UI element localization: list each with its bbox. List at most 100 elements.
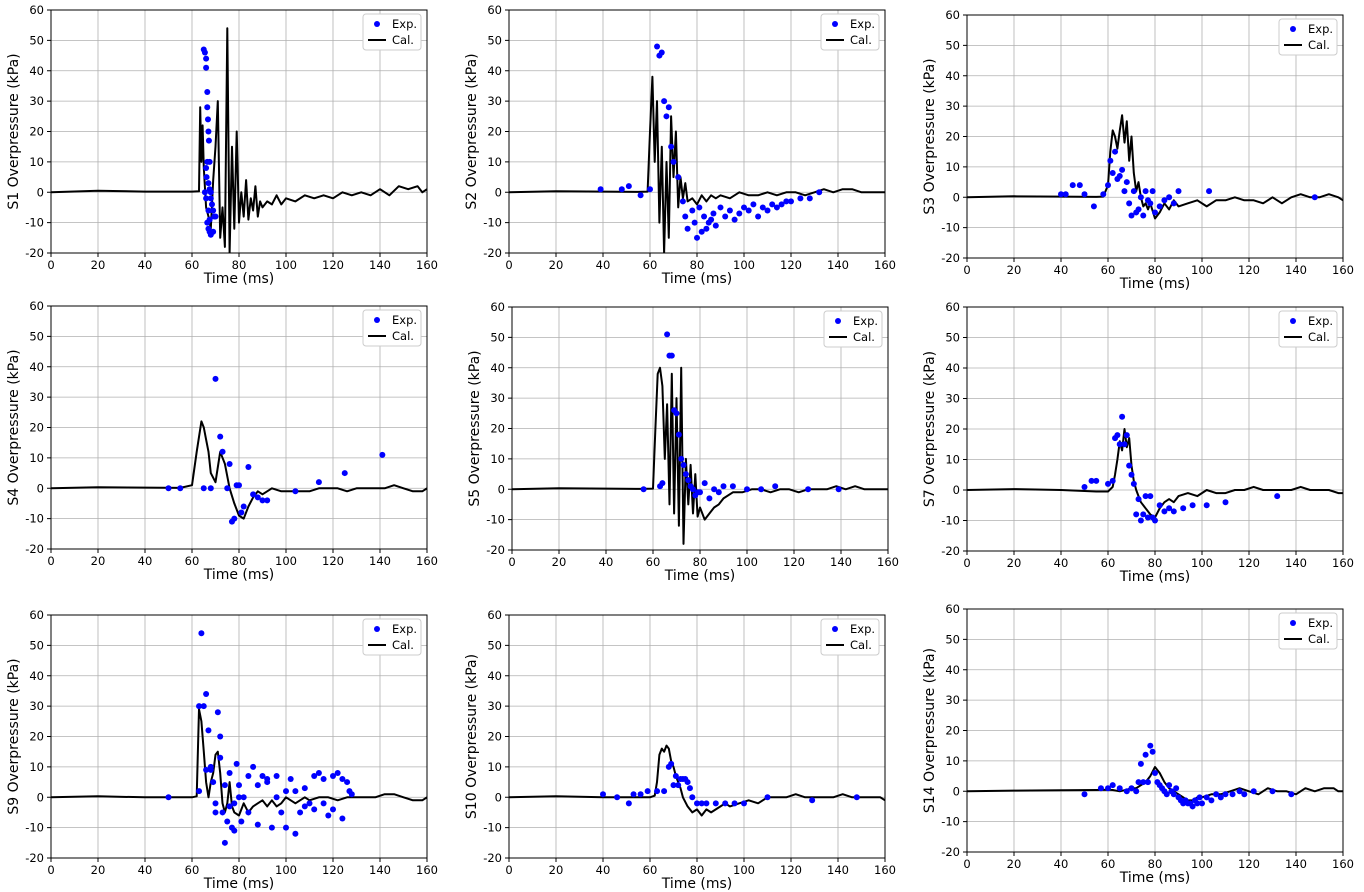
exp-data-point: [200, 485, 207, 492]
exp-data-point: [679, 198, 686, 205]
x-tick-label: 100: [733, 863, 755, 877]
y-axis-label: S3 Overpressure (kPa): [922, 58, 938, 214]
exp-data-point: [758, 486, 765, 493]
y-tick-label: 50: [29, 638, 44, 652]
exp-data-point: [203, 766, 210, 773]
exp-data-point: [1128, 212, 1135, 219]
exp-data-point: [217, 433, 224, 440]
exp-data-point: [1069, 182, 1076, 189]
y-tick-label: 50: [945, 331, 960, 345]
exp-data-point: [236, 794, 242, 801]
exp-data-point: [1128, 785, 1135, 792]
exp-data-point: [203, 64, 210, 71]
exp-data-point: [1142, 188, 1149, 195]
exp-data-point: [292, 788, 299, 795]
x-tick-label: 0: [963, 857, 970, 871]
exp-data-point: [1147, 493, 1154, 500]
legend: Exp. Cal.: [362, 309, 422, 347]
exp-data-point: [1147, 200, 1154, 207]
exp-data-point: [745, 207, 752, 214]
exp-data-point: [1166, 194, 1173, 201]
exp-data-point: [764, 207, 771, 214]
exp-data-point: [1203, 794, 1210, 801]
x-tick-label: 80: [690, 258, 705, 272]
exp-data-point: [1116, 785, 1123, 792]
x-tick-label: 60: [1101, 263, 1116, 277]
exp-data-point: [203, 55, 210, 62]
y-tick-label: 20: [945, 724, 960, 738]
exp-data-point: [1105, 182, 1111, 189]
exp-data-point: [1269, 788, 1276, 795]
exp-data-point: [685, 477, 692, 484]
exp-data-point: [1081, 191, 1088, 198]
x-axis-label: Time (ms): [661, 271, 733, 287]
y-tick-label: 0: [37, 481, 44, 495]
exp-data-point: [1206, 188, 1213, 195]
y-tick-label: 40: [945, 69, 960, 83]
exp-data-point: [1194, 800, 1201, 807]
x-tick-label: 20: [1007, 556, 1022, 570]
exp-data-point: [720, 483, 727, 490]
legend-cal-label: Cal.: [1308, 330, 1330, 344]
exp-data-point: [1121, 188, 1128, 195]
exp-data-point: [1156, 203, 1163, 210]
exp-data-point: [1288, 791, 1295, 798]
exp-data-point: [231, 515, 238, 522]
y-tick-label: 10: [29, 155, 44, 169]
exp-data-point: [703, 225, 710, 232]
exp-data-point: [325, 812, 332, 819]
x-tick-label: 160: [877, 555, 899, 569]
exp-data-point: [625, 800, 632, 807]
exp-data-point: [315, 769, 322, 776]
x-tick-label: 80: [232, 258, 247, 272]
y-tick-label: 0: [495, 790, 502, 804]
exp-data-point: [1109, 782, 1116, 789]
y-tick-label: -20: [25, 851, 44, 865]
x-tick-label: 20: [549, 863, 564, 877]
exp-data-point: [1161, 197, 1168, 204]
exp-data-point: [1133, 788, 1140, 795]
legend-exp-marker: [1290, 620, 1296, 626]
exp-data-point: [1135, 496, 1142, 503]
y-tick-label: 40: [487, 669, 502, 683]
legend-exp-marker: [832, 21, 838, 27]
exp-data-point: [1126, 200, 1133, 207]
exp-data-point: [1116, 441, 1123, 448]
exp-data-point: [731, 800, 738, 807]
legend: Exp. Cal.: [362, 618, 422, 656]
exp-data-point: [1170, 791, 1177, 798]
chart-panel-7: 0 20 40 60 80 100 120 140 160 -20 -10 0 10 20 30 40 50 60…: [6, 608, 438, 892]
exp-data-point: [212, 213, 219, 220]
exp-data-point: [1123, 179, 1130, 186]
legend: Exp. Cal.: [820, 618, 880, 656]
y-axis-label: S14 Overpressure (kPa): [922, 648, 938, 813]
legend-cal-label: Cal.: [853, 330, 875, 344]
y-tick-label: 50: [487, 638, 502, 652]
exp-data-point: [637, 791, 644, 798]
y-tick-label: 10: [490, 452, 505, 466]
exp-data-point: [203, 164, 210, 171]
exp-data-point: [231, 800, 238, 807]
legend-cal-label: Cal.: [850, 33, 872, 47]
exp-data-point: [196, 703, 203, 710]
exp-data-point: [663, 113, 670, 120]
x-tick-label: 60: [643, 863, 658, 877]
y-tick-label: 30: [29, 94, 44, 108]
x-tick-label: 40: [1054, 263, 1069, 277]
exp-data-point: [254, 494, 261, 501]
exp-data-point: [637, 192, 644, 199]
exp-data-point: [1133, 511, 1140, 518]
exp-data-point: [1142, 751, 1149, 758]
y-axis-label: S9 Overpressure (kPa): [6, 658, 22, 814]
y-tick-label: 20: [29, 125, 44, 139]
exp-data-point: [320, 800, 327, 807]
exp-data-point: [665, 104, 672, 111]
exp-data-point: [1213, 791, 1220, 798]
legend-exp-label: Exp.: [392, 313, 417, 327]
exp-data-point: [647, 186, 653, 193]
cal-series-line: [51, 708, 427, 817]
exp-data-point: [1076, 182, 1083, 189]
exp-data-point: [672, 772, 679, 779]
exp-data-point: [226, 803, 233, 810]
y-tick-label: 0: [953, 784, 960, 798]
